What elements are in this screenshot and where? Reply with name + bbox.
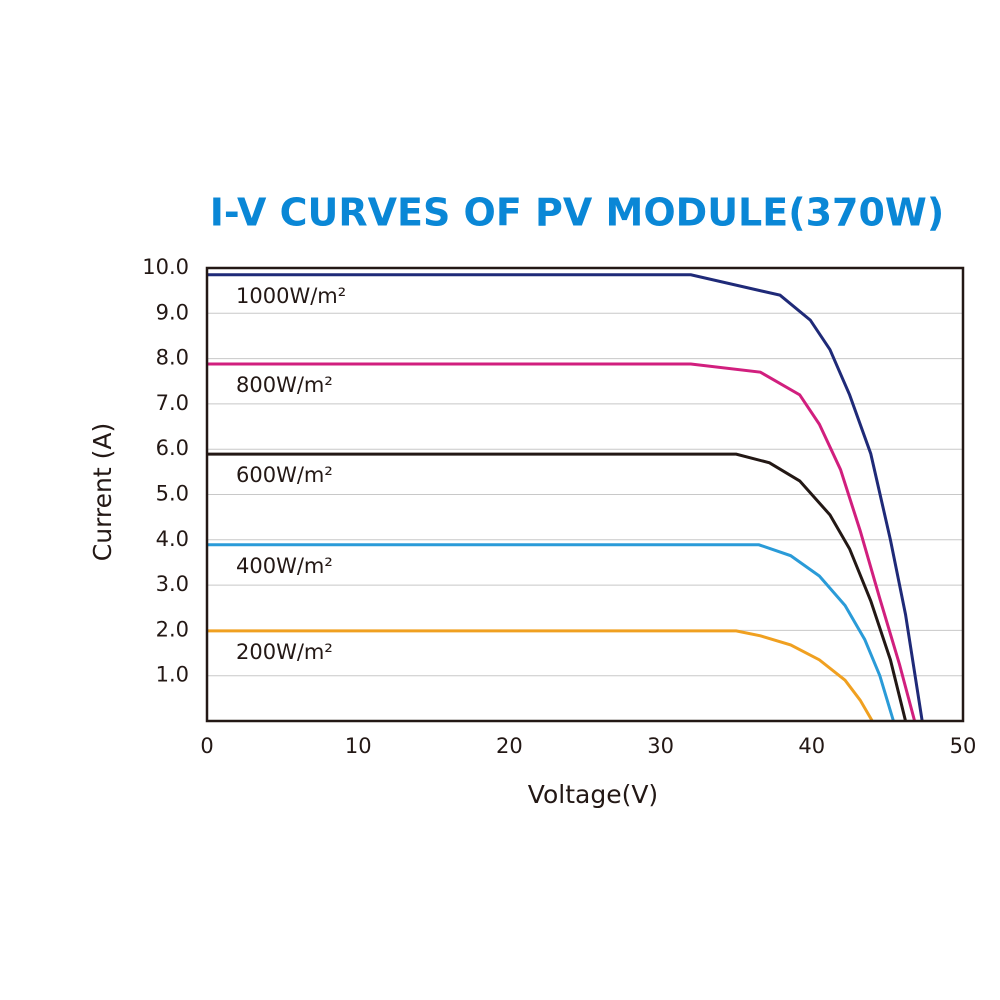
y-tick-label: 4.0 — [156, 527, 189, 551]
series-label: 1000W/m² — [236, 284, 346, 308]
iv-curve — [207, 543, 895, 722]
y-tick-label: 2.0 — [156, 617, 189, 641]
y-tick-label: 10.0 — [142, 255, 189, 279]
x-tick-label: 20 — [496, 734, 523, 758]
x-tick-label: 30 — [647, 734, 674, 758]
series-label: 600W/m² — [236, 463, 333, 487]
y-tick-label: 9.0 — [156, 300, 189, 324]
y-tick-label: 1.0 — [156, 663, 189, 687]
series-label: 400W/m² — [236, 554, 333, 578]
x-tick-label: 50 — [950, 734, 977, 758]
y-axis-label: Current (A) — [88, 423, 117, 561]
y-tick-label: 6.0 — [156, 436, 189, 460]
x-tick-label: 0 — [200, 734, 213, 758]
series-label: 200W/m² — [236, 640, 333, 664]
x-tick-label: 40 — [798, 734, 825, 758]
y-tick-label: 3.0 — [156, 572, 189, 596]
y-tick-label: 8.0 — [156, 346, 189, 370]
iv-curve — [207, 629, 874, 722]
y-tick-label: 7.0 — [156, 391, 189, 415]
y-tick-label: 5.0 — [156, 482, 189, 506]
iv-curve — [207, 273, 924, 722]
plot-frame — [205, 266, 965, 723]
x-axis-label: Voltage(V) — [528, 780, 658, 809]
iv-curve — [207, 362, 917, 722]
iv-curve — [207, 452, 908, 722]
chart-title: I-V CURVES OF PV MODULE(370W) — [210, 191, 944, 235]
series-label: 800W/m² — [236, 373, 333, 397]
x-tick-label: 10 — [345, 734, 372, 758]
